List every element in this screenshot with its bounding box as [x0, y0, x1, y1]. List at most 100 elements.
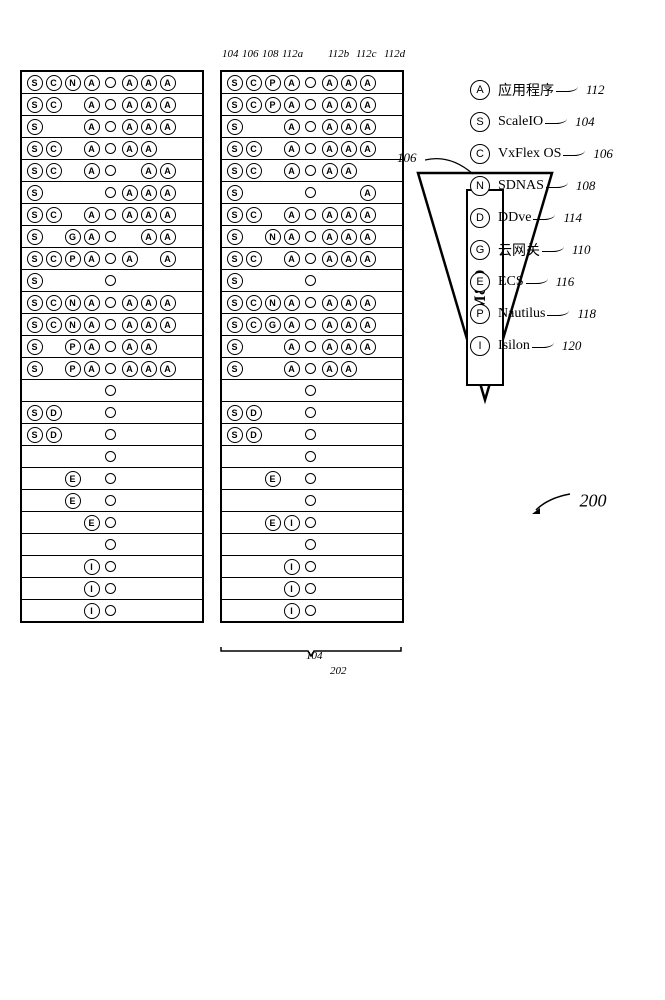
- rack-cell: [245, 184, 262, 201]
- bracket-under: [220, 646, 402, 660]
- rack-cell: A: [121, 96, 138, 113]
- a-node-icon: A: [284, 207, 300, 223]
- rack-cell: A: [283, 360, 300, 377]
- legend-ref: 106: [593, 146, 613, 162]
- rack-row: SAAA: [22, 182, 202, 204]
- rack-row: E: [222, 468, 402, 490]
- ref-108: 108: [262, 48, 279, 60]
- rack-cell: [140, 536, 157, 553]
- a-node-icon: A: [160, 295, 176, 311]
- rack-cell: A: [359, 96, 376, 113]
- rack-cell: I: [283, 558, 300, 575]
- rack-cell: A: [159, 96, 176, 113]
- a-node-icon: A: [284, 75, 300, 91]
- rack-row: SPAAA: [22, 336, 202, 358]
- rack-cell: [64, 162, 81, 179]
- rack-cell: A: [359, 74, 376, 91]
- rack-cell: A: [83, 96, 100, 113]
- rack-cell: [264, 338, 281, 355]
- a-node-icon: A: [341, 163, 357, 179]
- rack-cell: [140, 448, 157, 465]
- rack-cell: [45, 580, 62, 597]
- rack-cell: A: [283, 338, 300, 355]
- rack-row: SCAAA: [22, 138, 202, 160]
- i-node-icon: I: [84, 603, 100, 619]
- rack-cell: A: [359, 228, 376, 245]
- rack-cell: [340, 470, 357, 487]
- a-node-icon: A: [341, 75, 357, 91]
- s-node-icon: S: [227, 141, 243, 157]
- a-node-icon: A: [141, 75, 157, 91]
- rack-cell: [140, 250, 157, 267]
- s-node-icon: S: [27, 119, 43, 135]
- rack-cell: C: [245, 316, 262, 333]
- rack-cell: [302, 602, 319, 619]
- empty-circle-icon: [305, 341, 316, 352]
- swoosh-icon: [533, 209, 555, 220]
- rack-cell: [45, 492, 62, 509]
- rack-cell: D: [245, 404, 262, 421]
- rack-cell: [340, 602, 357, 619]
- a-node-icon: A: [84, 295, 100, 311]
- rack-cell: [302, 206, 319, 223]
- n-node-icon: N: [65, 295, 81, 311]
- rack-cell: [121, 228, 138, 245]
- s-node-icon: S: [227, 295, 243, 311]
- empty-circle-icon: [105, 583, 116, 594]
- rack-cell: [283, 470, 300, 487]
- c-node-icon: C: [46, 295, 62, 311]
- rack-cell: [140, 580, 157, 597]
- s-node-icon: S: [27, 361, 43, 377]
- rack-cell: [321, 448, 338, 465]
- empty-circle-icon: [105, 407, 116, 418]
- swoosh-icon: [546, 177, 568, 188]
- a-node-icon: A: [122, 141, 138, 157]
- c-node-icon: C: [46, 97, 62, 113]
- rack-cell: C: [45, 74, 62, 91]
- rack-cell: [302, 250, 319, 267]
- rack-cell: [83, 492, 100, 509]
- rack-cell: A: [83, 118, 100, 135]
- a-node-icon: A: [141, 185, 157, 201]
- triangle-leader: [425, 156, 475, 176]
- c-node-icon: C: [246, 207, 262, 223]
- a-node-icon: A: [141, 207, 157, 223]
- empty-circle-icon: [105, 451, 116, 462]
- rack-cell: P: [264, 96, 281, 113]
- rack-cell: [264, 206, 281, 223]
- a-node-icon: A: [360, 185, 376, 201]
- rack-cell: A: [283, 316, 300, 333]
- rack-cell: A: [83, 228, 100, 245]
- rack-cell: [64, 184, 81, 201]
- s-node-icon: S: [227, 207, 243, 223]
- rack-cell: [245, 536, 262, 553]
- rack-cell: [264, 272, 281, 289]
- rack-cell: [64, 404, 81, 421]
- rack-cell: I: [283, 514, 300, 531]
- rack-cell: [245, 558, 262, 575]
- n-node-icon: N: [265, 229, 281, 245]
- rack-cell: [83, 536, 100, 553]
- rack-cell: [359, 448, 376, 465]
- rack-cell: [302, 184, 319, 201]
- rack-cell: [140, 558, 157, 575]
- rack-cell: [159, 580, 176, 597]
- rack-cell: D: [245, 426, 262, 443]
- rack-cell: [121, 470, 138, 487]
- a-node-icon: A: [122, 75, 138, 91]
- rack-cell: [45, 118, 62, 135]
- rack-cell: [302, 536, 319, 553]
- rack-cell: A: [359, 118, 376, 135]
- c-node-icon: C: [46, 317, 62, 333]
- rack-row: SD: [222, 402, 402, 424]
- rack-row: [22, 446, 202, 468]
- a-node-icon: A: [360, 141, 376, 157]
- rack-row: SCAAA: [22, 160, 202, 182]
- s-node-icon: S: [227, 251, 243, 267]
- a-node-icon: A: [141, 141, 157, 157]
- s-node-icon: S: [27, 427, 43, 443]
- rack-cell: S: [226, 228, 243, 245]
- rack-cell: [121, 580, 138, 597]
- rack-row: [222, 446, 402, 468]
- rack-cell: [283, 426, 300, 443]
